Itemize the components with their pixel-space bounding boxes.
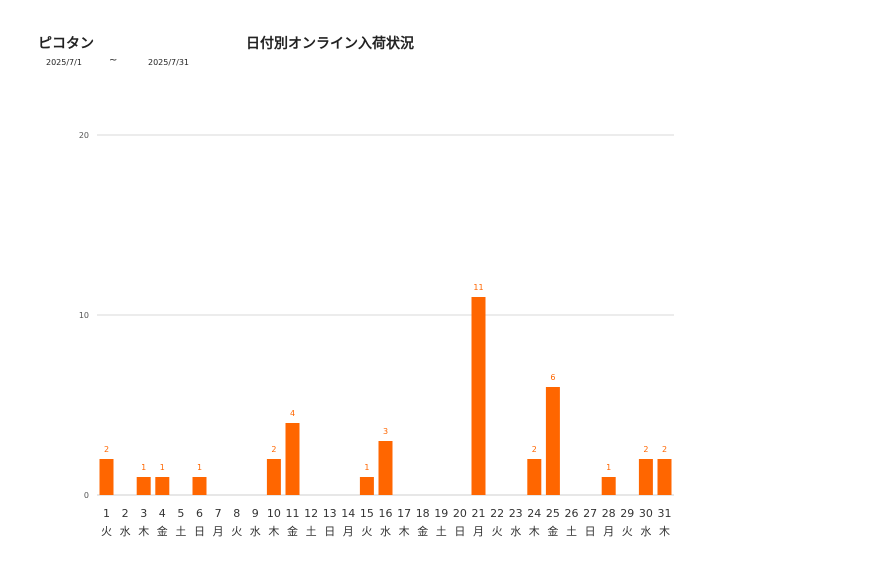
x-tick-label-day: 29: [620, 507, 634, 520]
x-tick-label-weekday: 火: [361, 525, 372, 538]
date-from: 2025/7/1: [46, 58, 82, 67]
data-label: 2: [271, 445, 276, 454]
x-tick-label-day: 18: [416, 507, 430, 520]
x-tick-label-day: 15: [360, 507, 374, 520]
x-tick-label-day: 1: [103, 507, 110, 520]
x-tick-label-day: 7: [215, 507, 222, 520]
x-tick-label-day: 20: [453, 507, 467, 520]
x-tick-label-day: 16: [379, 507, 393, 520]
x-tick-label-weekday: 日: [585, 525, 596, 538]
x-tick-label-day: 19: [434, 507, 448, 520]
x-tick-label-weekday: 日: [194, 525, 205, 538]
x-tick-label-weekday: 土: [436, 525, 447, 538]
x-tick-label-day: 24: [527, 507, 541, 520]
x-tick-label-day: 2: [122, 507, 129, 520]
bar: [527, 459, 542, 495]
x-tick-label-day: 30: [639, 507, 653, 520]
x-tick-label-weekday: 木: [399, 525, 410, 538]
data-label: 6: [550, 373, 555, 382]
x-tick-label-day: 3: [140, 507, 147, 520]
x-tick-label-weekday: 金: [157, 524, 168, 538]
y-tick-label: 20: [79, 131, 89, 140]
x-tick-label-weekday: 木: [659, 525, 670, 538]
x-tick-label-weekday: 水: [120, 525, 131, 538]
x-tick-label-day: 23: [509, 507, 523, 520]
store-name: ピコタン: [38, 36, 94, 52]
bar: [285, 423, 300, 495]
data-label: 1: [141, 463, 146, 472]
x-tick-label-weekday: 月: [213, 525, 224, 538]
x-tick-label-weekday: 火: [622, 525, 633, 538]
x-tick-label-weekday: 日: [324, 525, 335, 538]
x-tick-label-weekday: 木: [138, 525, 149, 538]
bar: [192, 477, 207, 495]
x-tick-label-day: 5: [177, 507, 184, 520]
y-tick-label: 0: [84, 491, 89, 500]
x-tick-label-day: 14: [341, 507, 355, 520]
chart-title: 日付別オンライン入荷状況: [246, 36, 414, 52]
bar: [471, 297, 486, 495]
x-tick-label-day: 31: [658, 507, 672, 520]
x-tick-label-weekday: 月: [603, 525, 614, 538]
data-label: 1: [197, 463, 202, 472]
data-label: 3: [383, 427, 388, 436]
x-tick-label-day: 11: [286, 507, 300, 520]
x-tick-label-weekday: 木: [268, 525, 279, 538]
x-tick-label-weekday: 火: [101, 525, 112, 538]
x-tick-label-weekday: 土: [306, 525, 317, 538]
x-tick-label-day: 8: [233, 507, 240, 520]
x-tick-label-weekday: 水: [640, 525, 651, 538]
data-label: 4: [290, 409, 295, 418]
x-tick-label-weekday: 土: [566, 525, 577, 538]
x-tick-label-weekday: 金: [287, 524, 298, 538]
x-tick-label-day: 17: [397, 507, 411, 520]
x-tick-label-day: 12: [304, 507, 318, 520]
bar: [99, 459, 114, 495]
x-tick-label-day: 25: [546, 507, 560, 520]
bar: [359, 477, 374, 495]
data-label: 2: [532, 445, 537, 454]
x-tick-label-weekday: 火: [492, 525, 503, 538]
x-tick-label-weekday: 金: [547, 524, 558, 538]
bar: [378, 441, 393, 495]
x-tick-label-weekday: 金: [417, 524, 428, 538]
bar: [155, 477, 170, 495]
x-tick-label-weekday: 木: [529, 525, 540, 538]
x-tick-label-day: 27: [583, 507, 597, 520]
bar: [638, 459, 653, 495]
x-tick-label-day: 21: [472, 507, 486, 520]
x-tick-label-weekday: 火: [231, 525, 242, 538]
bar: [545, 387, 560, 495]
x-tick-label-day: 28: [602, 507, 616, 520]
x-tick-label-day: 22: [490, 507, 504, 520]
x-tick-label-weekday: 水: [380, 525, 391, 538]
x-tick-label-day: 13: [323, 507, 337, 520]
data-label: 1: [364, 463, 369, 472]
bar: [601, 477, 616, 495]
x-tick-label-weekday: 土: [175, 525, 186, 538]
x-tick-label-day: 9: [252, 507, 259, 520]
bar: [266, 459, 281, 495]
data-label: 1: [606, 463, 611, 472]
data-label: 2: [643, 445, 648, 454]
x-tick-label-day: 10: [267, 507, 281, 520]
x-tick-label-day: 26: [565, 507, 579, 520]
x-tick-label-weekday: 月: [343, 525, 354, 538]
data-label: 1: [160, 463, 165, 472]
bar: [657, 459, 672, 495]
x-tick-label-day: 4: [159, 507, 166, 520]
x-tick-label-weekday: 水: [510, 525, 521, 538]
data-label: 2: [104, 445, 109, 454]
x-tick-label-weekday: 月: [473, 525, 484, 538]
y-tick-label: 10: [79, 311, 89, 320]
date-to: 2025/7/31: [148, 58, 190, 67]
data-label: 11: [473, 283, 483, 292]
x-tick-label-weekday: 水: [250, 525, 261, 538]
x-tick-label-day: 6: [196, 507, 203, 520]
data-label: 2: [662, 445, 667, 454]
x-tick-label-weekday: 日: [454, 525, 465, 538]
bar: [136, 477, 151, 495]
date-separator: ~: [109, 55, 118, 66]
